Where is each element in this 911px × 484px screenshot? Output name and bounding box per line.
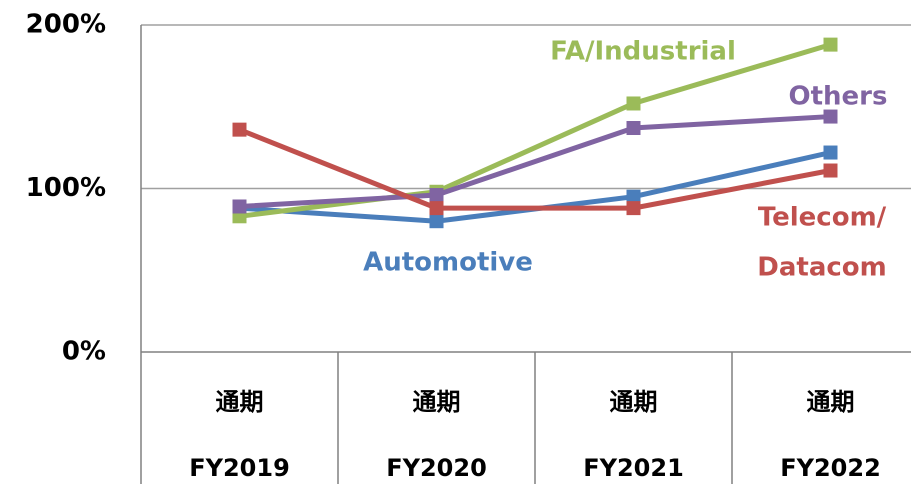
- y-tick-label: 200%: [26, 10, 106, 40]
- marker: [823, 163, 838, 178]
- y-tick-label: 0%: [62, 337, 106, 367]
- x-tick-label: FY2022: [780, 454, 881, 482]
- x-tick-label: FY2019: [189, 454, 290, 482]
- series-line: [239, 114, 831, 209]
- marker: [626, 96, 641, 111]
- series-label: Telecom/: [758, 203, 887, 233]
- marker: [429, 214, 444, 229]
- series-label: Others: [789, 82, 888, 112]
- x-tick-label: FY2020: [386, 454, 487, 482]
- marker: [823, 109, 838, 124]
- marker: [823, 37, 838, 52]
- x-group-label: 通期: [413, 388, 461, 416]
- marker: [429, 201, 444, 216]
- marker: [626, 189, 641, 204]
- series-label: FA/Industrial: [550, 37, 736, 67]
- marker: [626, 201, 641, 216]
- x-group-label: 通期: [807, 388, 855, 416]
- x-tick-label: FY2021: [583, 454, 684, 482]
- series-line: [238, 127, 831, 211]
- series-label: Datacom: [757, 253, 886, 283]
- marker: [429, 188, 444, 203]
- marker: [232, 199, 247, 214]
- marker: [823, 145, 838, 160]
- x-group-label: 通期: [216, 388, 264, 416]
- marker: [626, 121, 641, 136]
- series-label: Automotive: [363, 248, 533, 278]
- y-tick-label: 100%: [26, 173, 106, 203]
- x-group-label: 通期: [610, 388, 658, 416]
- marker: [232, 122, 247, 137]
- series-line: [239, 42, 832, 219]
